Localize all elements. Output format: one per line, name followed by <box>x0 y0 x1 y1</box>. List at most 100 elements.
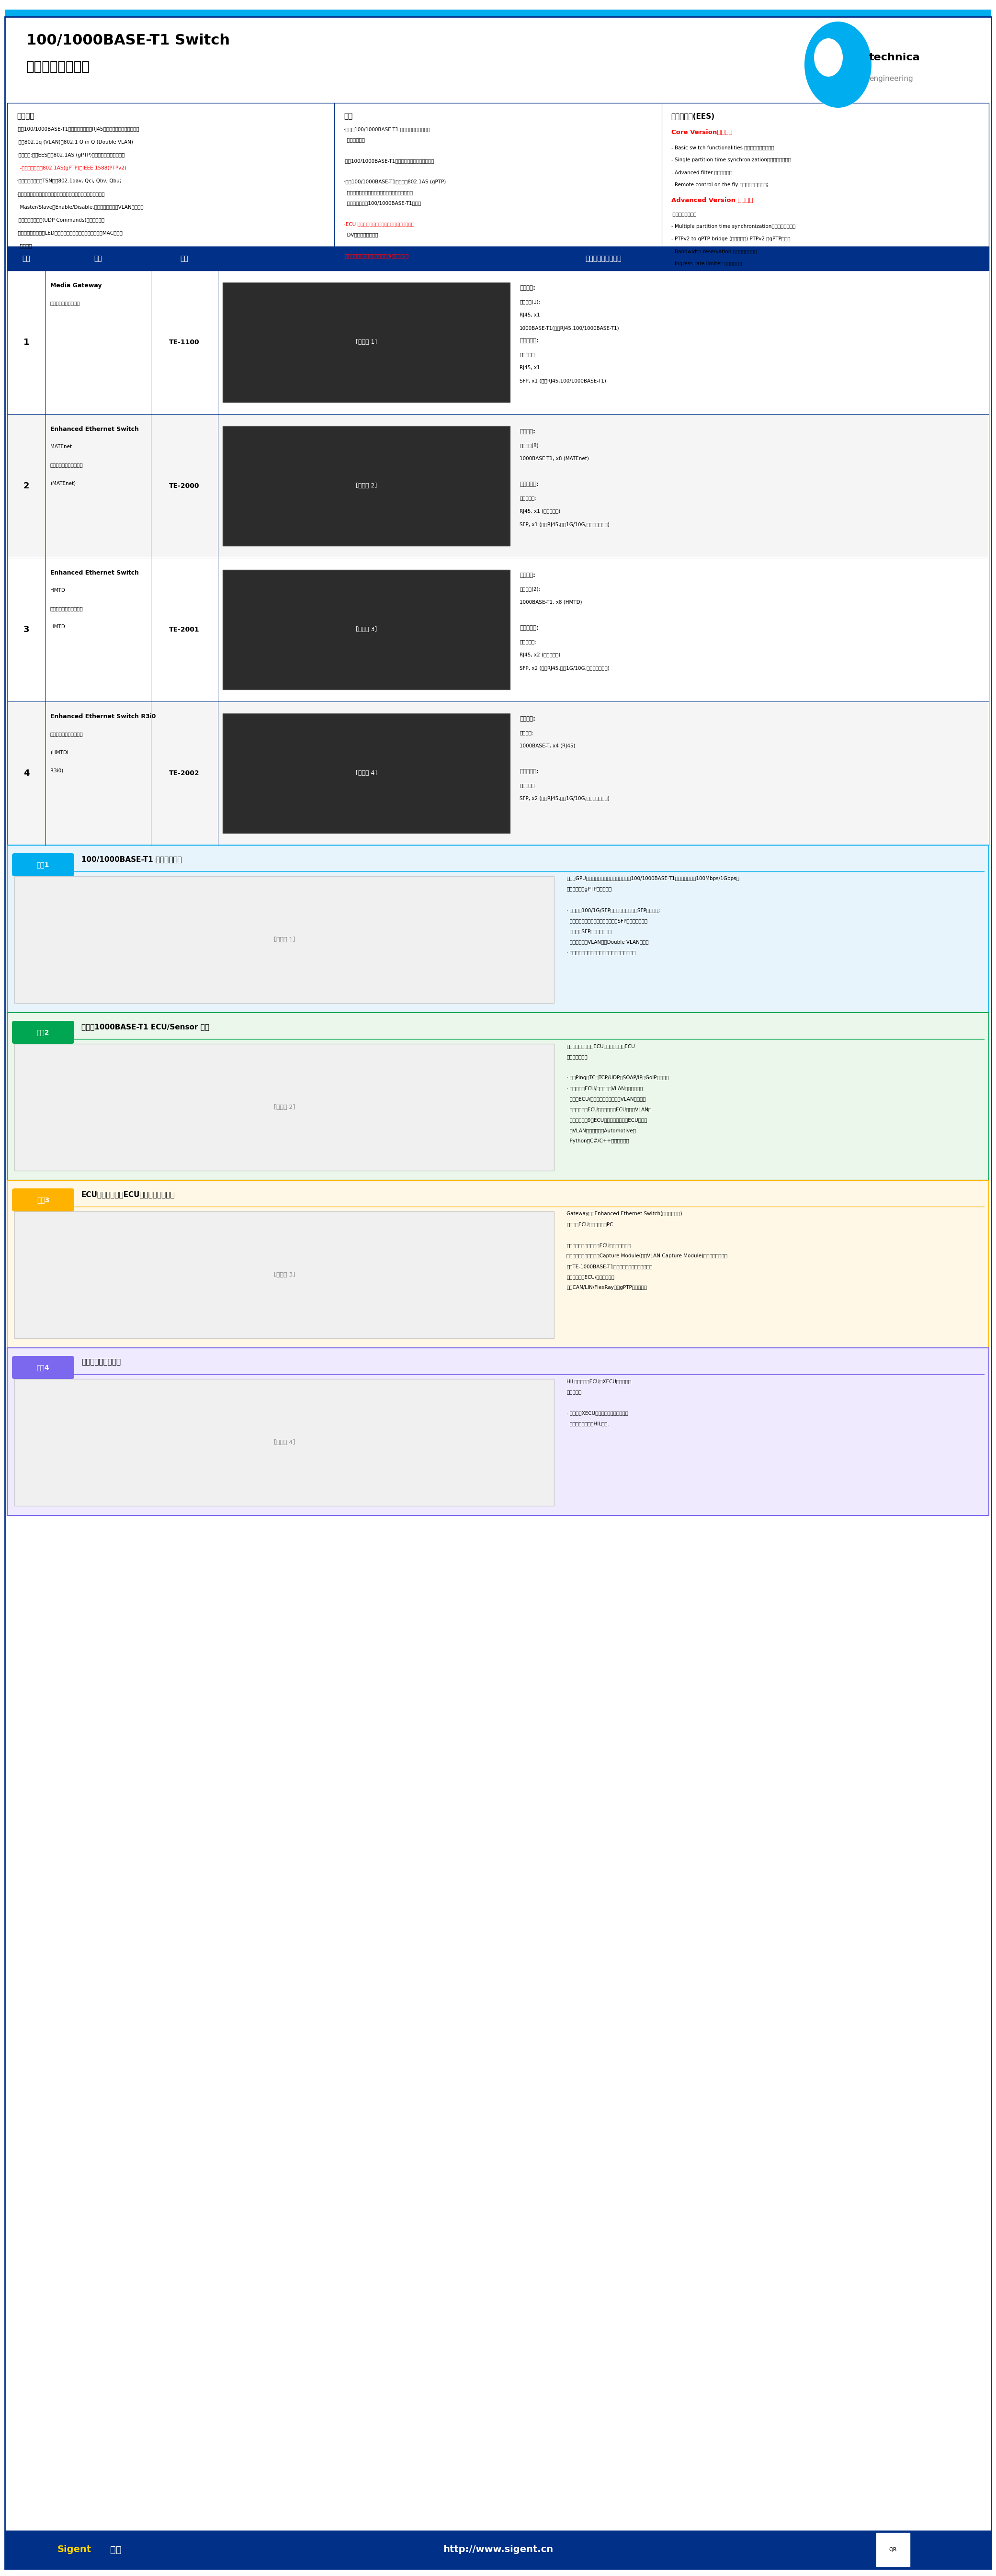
Text: 增强型车载以太网交换机: 增强型车载以太网交换机 <box>50 464 84 466</box>
Text: 车载端口(2):: 车载端口(2): <box>520 587 540 592</box>
Text: engineering: engineering <box>870 75 913 82</box>
Text: Enhanced Ethernet Switch R3i0: Enhanced Ethernet Switch R3i0 <box>50 714 155 719</box>
Text: Enhanced Ethernet Switch: Enhanced Ethernet Switch <box>50 569 138 577</box>
Text: - Basic switch functionalities 以太网交换机基础功能: - Basic switch functionalities 以太网交换机基础功… <box>671 144 774 149</box>
Text: 车载端口:: 车载端口: <box>520 428 535 435</box>
Text: ·多个100/1000BASE-T1节点支持802.1AS (gPTP): ·多个100/1000BASE-T1节点支持802.1AS (gPTP) <box>344 180 446 185</box>
Text: · 如果被测试ECU/传感器没有VLAN功能，上位机: · 如果被测试ECU/传感器没有VLAN功能，上位机 <box>567 1087 643 1090</box>
Text: Master/Slave，Enable/Disable,端口转发，镜像，VLAN标签等；: Master/Slave，Enable/Disable,端口转发，镜像，VLAN… <box>17 204 143 209</box>
Text: 支持CAN/LIN/FlexRay包含gPTP时钟同步。: 支持CAN/LIN/FlexRay包含gPTP时钟同步。 <box>567 1285 647 1291</box>
Text: - Single partition time synchronization单个分区时间分区: - Single partition time synchronization单… <box>671 157 791 162</box>
Text: 车载端口:: 车载端口: <box>520 716 535 721</box>
Text: 上位机端口:: 上位机端口: <box>520 639 536 644</box>
Text: 直接访问每个ECU端口；如果各ECU之间有VLAN，: 直接访问每个ECU端口；如果各ECU之间有VLAN， <box>567 1108 651 1113</box>
Text: technica: technica <box>870 52 920 62</box>
Text: SFP, x2 (可转RJ45,上行1G/10G,下面两款亦如此): SFP, x2 (可转RJ45,上行1G/10G,下面两款亦如此) <box>520 667 610 670</box>
Bar <box>14 1378 554 1507</box>
Text: [案例图 1]: [案例图 1] <box>274 938 295 943</box>
Text: 思佳: 思佳 <box>111 2545 122 2555</box>
Text: 增强型车载以太网交换机: 增强型车载以太网交换机 <box>50 605 84 611</box>
FancyBboxPatch shape <box>12 1188 75 1211</box>
Text: · 通过雷达100/1G/SFP数据量，上位机通过SFP接口连接;: · 通过雷达100/1G/SFP数据量，上位机通过SFP接口连接; <box>567 907 660 912</box>
Text: 数据注入和数据回放: 数据注入和数据回放 <box>82 1358 121 1365</box>
Text: 复制、转发待定100/1000BASE-T1报文；: 复制、转发待定100/1000BASE-T1报文； <box>344 201 421 206</box>
Text: 100/1000BASE-T1 Switch: 100/1000BASE-T1 Switch <box>26 33 230 46</box>
Text: TE-2002: TE-2002 <box>169 770 199 775</box>
Text: 车载以太网交换机: 车载以太网交换机 <box>26 59 90 72</box>
Ellipse shape <box>805 21 872 108</box>
Bar <box>7 701 989 845</box>
Bar <box>5 10 991 18</box>
Text: 1: 1 <box>23 337 29 348</box>
Text: ·多个100/1000BASE-T1端口之间，以及和RJ45端口之间有双文交换，转换: ·多个100/1000BASE-T1端口之间，以及和RJ45端口之间有双文交换，… <box>17 126 139 131</box>
Text: Advanced Version 高级版本: Advanced Version 高级版本 <box>671 198 753 204</box>
Text: TE-2000: TE-2000 <box>169 482 199 489</box>
Text: [产品图 4]: [产品图 4] <box>356 770 376 775</box>
Text: 增强型车载以太网交换机: 增强型车载以太网交换机 <box>50 732 84 737</box>
Text: ·自动驾驶车辆量产传感器数据转发(时钟同步)；: ·自动驾驶车辆量产传感器数据转发(时钟同步)； <box>344 252 409 258</box>
Text: 上位机端口:: 上位机端口: <box>520 495 536 500</box>
Bar <box>5 18 991 103</box>
Text: - Ingress rate limiter 入站速率限制: - Ingress rate limiter 入站速率限制 <box>671 260 742 265</box>
FancyBboxPatch shape <box>12 853 75 876</box>
Text: · 各个通道分别VLAN以及Double VLAN组里；: · 各个通道分别VLAN以及Double VLAN组里； <box>567 940 649 945</box>
Bar <box>7 845 989 1012</box>
Text: -外挂主时钟支持802.1AS(gPTP)和IEEE 1588(PTPv2): -外挂主时钟支持802.1AS(gPTP)和IEEE 1588(PTPv2) <box>17 165 126 170</box>
Text: 车载端口:: 车载端口: <box>520 286 535 291</box>
Text: 独立访问控制。: 独立访问控制。 <box>567 1054 588 1059</box>
Text: HMTD: HMTD <box>50 623 65 629</box>
Text: 且支持带外访问，如通过Capture Module(支持VLAN Capture Module)等方式进行交互；: 且支持带外访问，如通过Capture Module(支持VLAN Capture… <box>567 1255 728 1257</box>
Text: [产品图 1]: [产品图 1] <box>356 340 376 345</box>
Text: 1000BASE-T1(可转RJ45,100/1000BASE-T1): 1000BASE-T1(可转RJ45,100/1000BASE-T1) <box>520 327 620 330</box>
Text: · 通过多个XECU数据，通过以太网交换机: · 通过多个XECU数据，通过以太网交换机 <box>567 1412 628 1414</box>
Text: 通过TE-1000BASE-T1节点可以实现对交换机模拟，: 通过TE-1000BASE-T1节点可以实现对交换机模拟， <box>567 1265 652 1270</box>
Text: DV测试，合规测试；: DV测试，合规测试； <box>344 232 378 237</box>
Text: ·根据特定需求支持TSN协议802.1qav, Qci, Qbv, Qbu;: ·根据特定需求支持TSN协议802.1qav, Qci, Qbv, Qbu; <box>17 178 122 183</box>
Text: 名称: 名称 <box>95 255 103 263</box>
Text: ·基础版本全部功能: ·基础版本全部功能 <box>671 211 697 216</box>
Text: 将数据发送到多个HIL设备.: 将数据发送到多个HIL设备. <box>567 1422 610 1427</box>
Bar <box>7 1012 989 1180</box>
Text: Sigent: Sigent <box>58 2545 92 2555</box>
Text: TE-2001: TE-2001 <box>169 626 199 634</box>
Text: 1000BASE-T, x4 (RJ45): 1000BASE-T, x4 (RJ45) <box>520 744 576 750</box>
FancyBboxPatch shape <box>12 1020 75 1043</box>
Text: - PTPv2 to gPTP bridge (外挂主时钟) PTPv2 至gPTP的桥接: - PTPv2 to gPTP bridge (外挂主时钟) PTPv2 至gP… <box>671 237 790 242</box>
Text: 型号: 型号 <box>180 255 188 263</box>
FancyBboxPatch shape <box>12 1355 75 1378</box>
Text: 案例2: 案例2 <box>37 1028 50 1036</box>
Text: ·上位机不需要额外安装软件，通过网页进行功能配置；包括端口的: ·上位机不需要额外安装软件，通过网页进行功能配置；包括端口的 <box>17 191 106 196</box>
Bar <box>876 2532 909 2566</box>
Text: TE-1100: TE-1100 <box>169 340 199 345</box>
Text: Gateway收集Enhanced Ethernet Switch(以太网交换机): Gateway收集Enhanced Ethernet Switch(以太网交换机… <box>567 1211 682 1216</box>
Bar <box>223 569 510 690</box>
Text: 车载端口:: 车载端口: <box>520 572 535 580</box>
Text: Media Gateway: Media Gateway <box>50 283 102 289</box>
Text: · 支持Ping，TC，TCP/UDP，SOAP/IP，GoIP等协议；: · 支持Ping，TC，TCP/UDP，SOAP/IP，GoIP等协议； <box>567 1074 669 1079</box>
Text: 功能描述: 功能描述 <box>17 113 34 118</box>
Bar <box>7 559 989 701</box>
Text: - Remote control on the fly 上位机远程命令控制;: - Remote control on the fly 上位机远程命令控制; <box>671 183 768 188</box>
Bar <box>223 283 510 402</box>
Text: ECU系统调试，多ECU数据交互，桥接文: ECU系统调试，多ECU数据交互，桥接文 <box>82 1190 175 1198</box>
Text: 上位机端口:: 上位机端口: <box>520 353 536 355</box>
Text: [产品图 3]: [产品图 3] <box>356 626 376 634</box>
Bar <box>7 415 989 559</box>
Text: 上位机端口:: 上位机端口: <box>520 783 536 788</box>
Text: 多版本选择(EES): 多版本选择(EES) <box>671 113 715 118</box>
Text: 上位机端口:: 上位机端口: <box>520 337 539 343</box>
Text: 也可只对其中9个ECU进行测试；张波各ECU将打印: 也可只对其中9个ECU进行测试；张波各ECU将打印 <box>567 1118 647 1123</box>
Text: 多通道1000BASE-T1 ECU/Sensor 测试: 多通道1000BASE-T1 ECU/Sensor 测试 <box>82 1023 209 1030</box>
Text: ·支持802.1q (VLAN)，802.1 Q in Q (Double VLAN): ·支持802.1q (VLAN)，802.1 Q in Q (Double VL… <box>17 139 133 144</box>
Text: · 车可视觉模拟，通过各车雷达以及雷达传感器信息: · 车可视觉模拟，通过各车雷达以及雷达传感器信息 <box>567 951 635 956</box>
Text: 例如车辆内多个雷达，每雷达数据为SFP等，需要在一个: 例如车辆内多个雷达，每雷达数据为SFP等，需要在一个 <box>567 920 647 922</box>
Text: 数据注入。: 数据注入。 <box>567 1388 582 1394</box>
Text: 的VLAN标签，请参考Automotive，: 的VLAN标签，请参考Automotive， <box>567 1128 636 1133</box>
Text: [案例图 2]: [案例图 2] <box>274 1105 295 1110</box>
Bar <box>7 247 989 270</box>
Bar <box>14 1211 554 1340</box>
Text: 和被测ECU/传感器将连接在同一个VLAN下，可以: 和被测ECU/传感器将连接在同一个VLAN下，可以 <box>567 1097 646 1103</box>
Text: 在没有GPU的情况下，上位机数据量可能超过100/1000BASE-T1单通道传输速率100Mbps/1Gbps。: 在没有GPU的情况下，上位机数据量可能超过100/1000BASE-T1单通道传… <box>567 876 739 881</box>
Bar <box>14 876 554 1002</box>
Text: 产品图片及端口信息: 产品图片及端口信息 <box>586 255 622 263</box>
